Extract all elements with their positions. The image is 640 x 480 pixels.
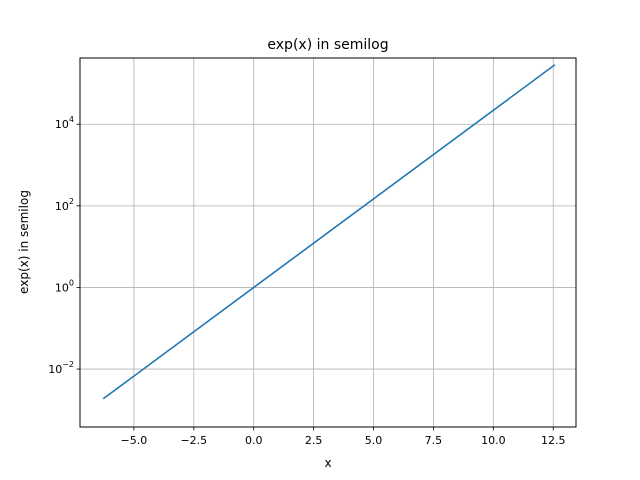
x-tick-label: −2.5 xyxy=(180,434,207,447)
y-tick-base: 10 xyxy=(55,281,69,294)
y-tick-label: 10−2 xyxy=(48,360,74,376)
x-tick-label: 7.5 xyxy=(425,434,443,447)
y-tick-exponent: 2 xyxy=(69,197,74,206)
x-axis: −5.0 −2.5 0.0 2.5 5.0 7.5 10.0 12.5 xyxy=(121,427,566,447)
x-tick-label: 10.0 xyxy=(481,434,506,447)
series-line-0 xyxy=(102,64,556,400)
y-axis-label: exp(x) in semilog xyxy=(17,190,31,294)
y-tick-label: 100 xyxy=(55,278,74,294)
y-tick-base: 10 xyxy=(55,200,69,213)
chart-title: exp(x) in semilog xyxy=(267,37,388,53)
y-tick-label: 104 xyxy=(55,115,74,131)
plot-frame xyxy=(79,57,577,428)
y-tick-base: 10 xyxy=(55,118,69,131)
y-tick-exponent: 4 xyxy=(69,115,74,124)
x-tick-label: 0.0 xyxy=(245,434,263,447)
x-axis-label: x xyxy=(324,456,331,470)
y-tick-exponent: −2 xyxy=(62,360,74,369)
grid xyxy=(80,58,576,427)
series-layer xyxy=(102,64,556,400)
x-tick-label: 2.5 xyxy=(305,434,323,447)
x-tick-label: 5.0 xyxy=(365,434,383,447)
y-tick-base: 10 xyxy=(48,363,62,376)
x-tick-label: 12.5 xyxy=(541,434,566,447)
x-tick-label: −5.0 xyxy=(121,434,148,447)
y-tick-exponent: 0 xyxy=(69,278,74,287)
y-tick-label: 102 xyxy=(55,197,74,213)
